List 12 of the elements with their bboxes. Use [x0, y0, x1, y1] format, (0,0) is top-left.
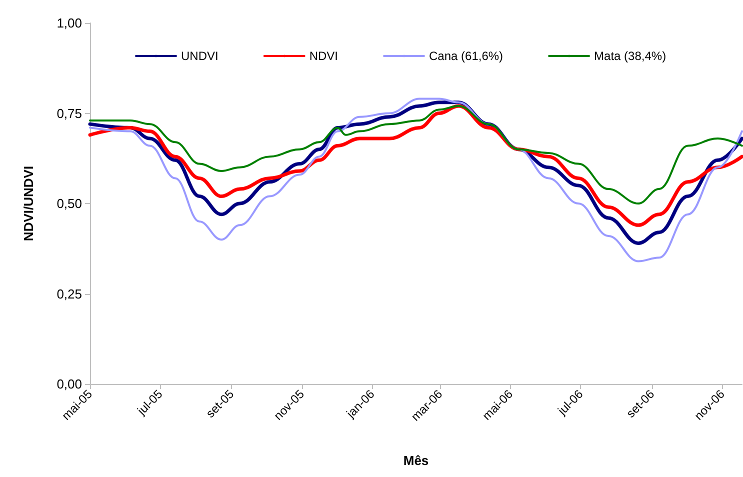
- y-tick-label: 1,00: [56, 16, 82, 30]
- legend-label: NDVI: [309, 49, 338, 63]
- line-series: [89, 105, 743, 204]
- y-tick-label: 0,00: [56, 376, 82, 392]
- y-tick-label: 0,25: [56, 286, 82, 302]
- legend-label: Mata (38,4%): [594, 49, 666, 63]
- y-tick-label: 0,50: [56, 196, 82, 211]
- legend-label: UNDVI: [181, 49, 218, 63]
- y-tick-label: 0,75: [56, 106, 82, 121]
- y-axis-title: NDVI/UNDVI: [21, 166, 36, 242]
- legend-label: Cana (61,6%): [429, 49, 504, 63]
- x-axis-title: Mês: [403, 453, 429, 468]
